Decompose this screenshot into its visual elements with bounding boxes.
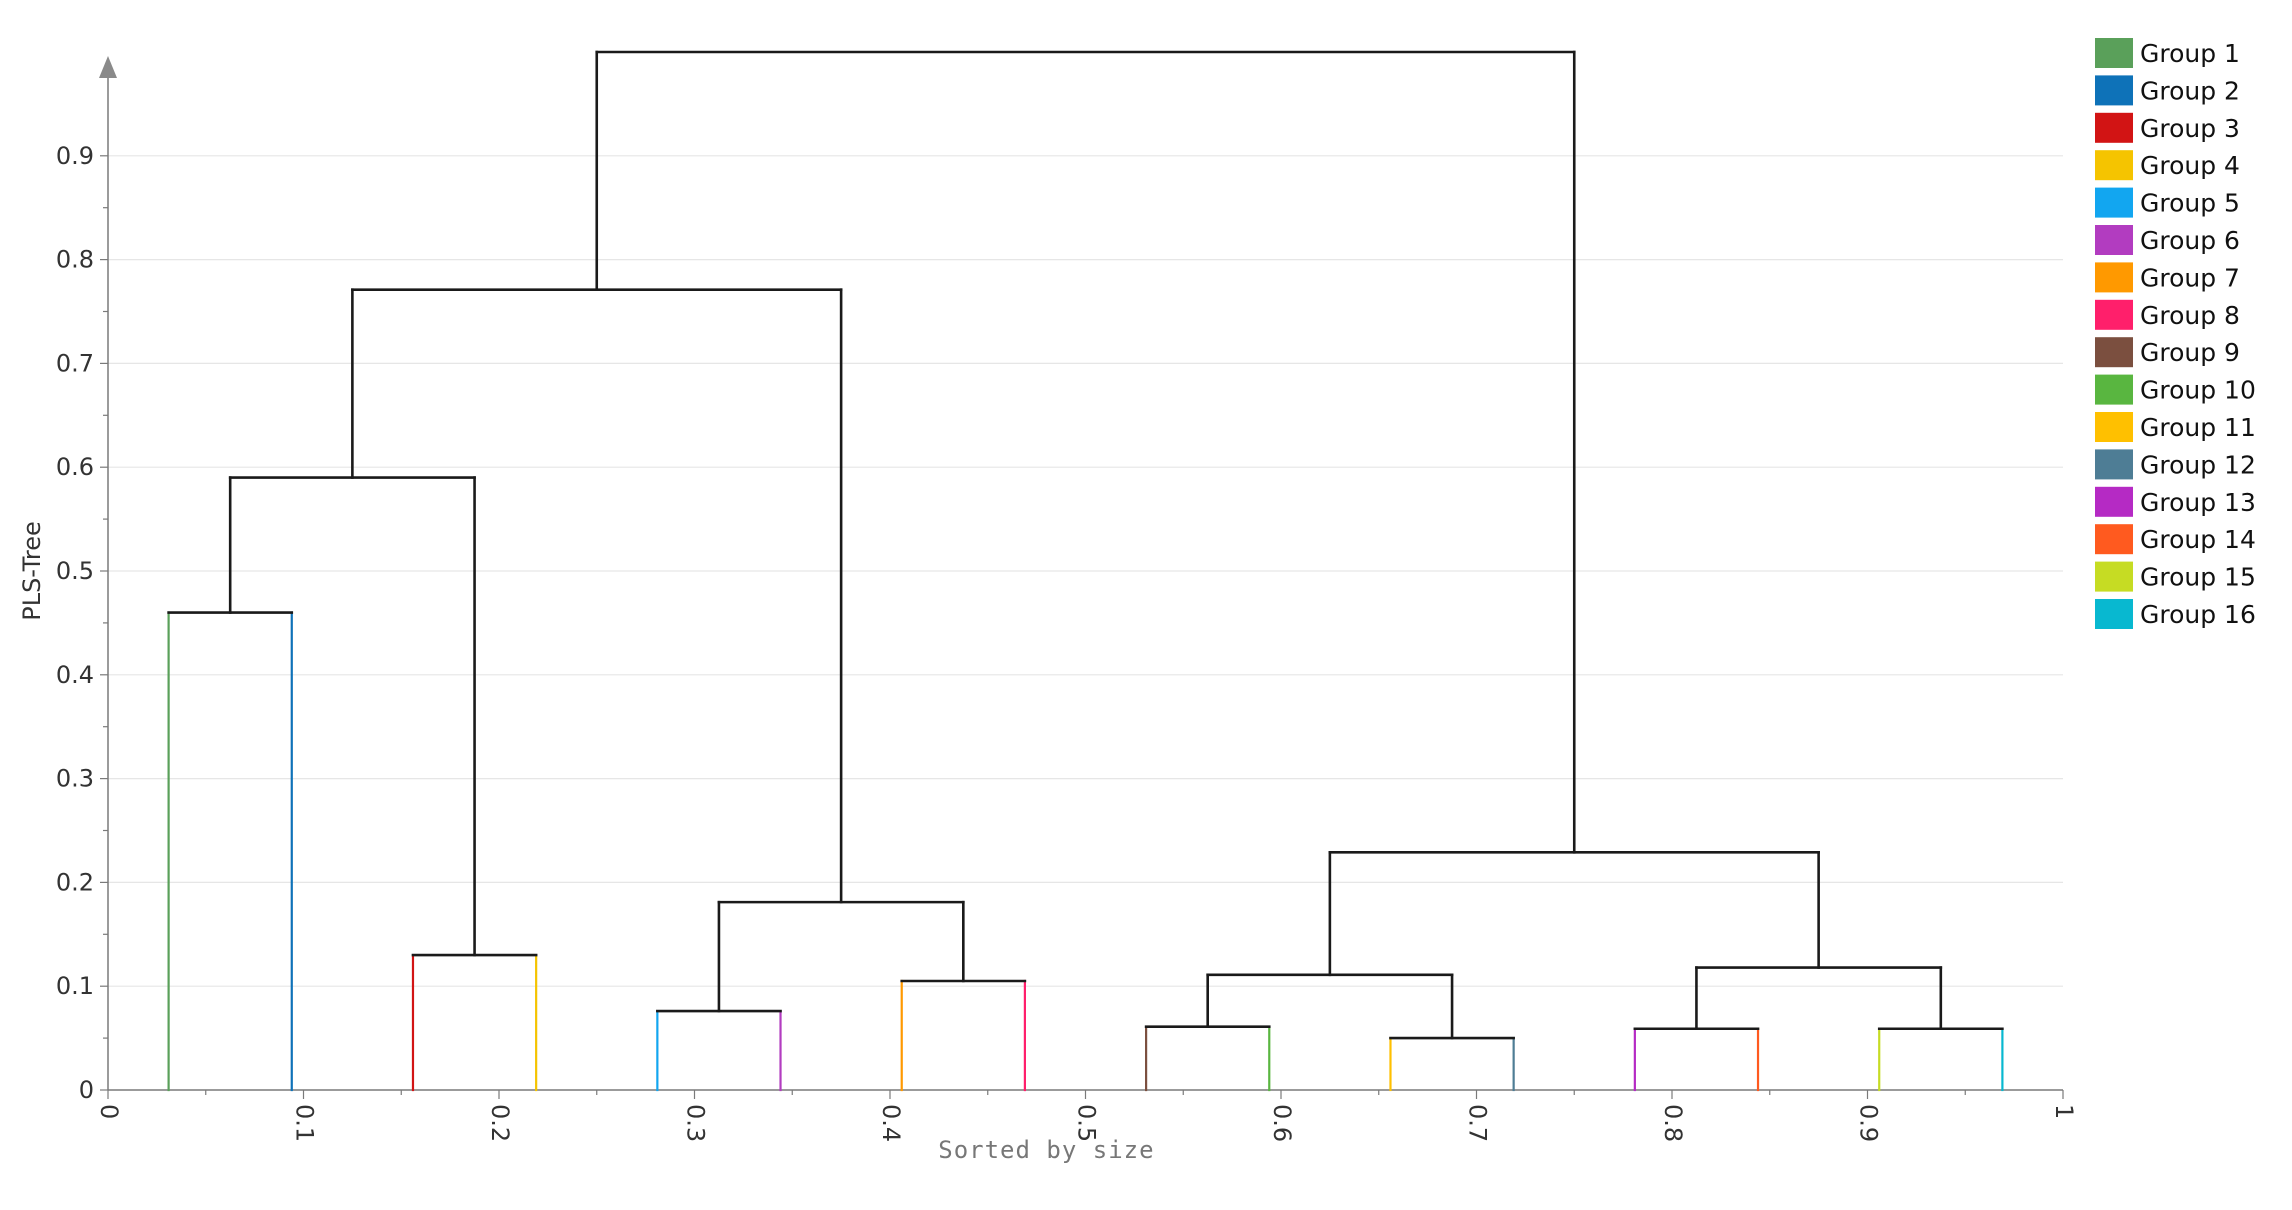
legend-swatch: [2095, 524, 2133, 555]
y-tick-label: 0.1: [56, 972, 94, 1000]
legend-label: Group 5: [2140, 189, 2240, 218]
legend-swatch: [2095, 374, 2133, 405]
legend-label: Group 9: [2140, 338, 2240, 367]
legend-swatch: [2095, 486, 2133, 517]
legend-label: Group 6: [2140, 226, 2240, 255]
x-tick-label: 0.3: [682, 1104, 710, 1142]
y-tick-label: 0.3: [56, 765, 94, 793]
x-tick-label: 1: [2050, 1104, 2078, 1119]
x-tick-label: 0.5: [1073, 1104, 1101, 1142]
legend-swatch: [2095, 561, 2133, 592]
legend-label: Group 3: [2140, 114, 2240, 143]
y-tick-label: 0.9: [56, 142, 94, 170]
legend-label: Group 8: [2140, 301, 2240, 330]
legend-label: Group 12: [2140, 450, 2256, 479]
legend-swatch: [2095, 449, 2133, 480]
legend-swatch: [2095, 150, 2133, 181]
legend-swatch: [2095, 75, 2133, 106]
y-axis-title: PLS-Tree: [18, 521, 46, 621]
legend-swatch: [2095, 112, 2133, 143]
dendrogram-tree: [167, 50, 2004, 1092]
legend-label: Group 10: [2140, 376, 2256, 405]
y-tick-label: 0.6: [56, 453, 94, 481]
y-tick-label: 0.4: [56, 661, 94, 689]
axes: 0 0.1 0.2 0.3 0.4 0.5 0.6 0.7 0.8 0.9 0 0.1 0.2 0.3 0.…: [56, 56, 2078, 1142]
y-tick-label: 0.5: [56, 557, 94, 585]
legend-swatch: [2095, 299, 2133, 330]
x-tick-label: 0.9: [1855, 1104, 1883, 1142]
legend-label: Group 2: [2140, 76, 2240, 105]
legend-label: Group 16: [2140, 600, 2256, 629]
y-tick-label: 0.7: [56, 349, 94, 377]
legend-label: Group 7: [2140, 263, 2240, 292]
x-tick-label: 0.1: [291, 1104, 319, 1142]
legend-swatch: [2095, 262, 2133, 293]
y-tick-label: 0: [79, 1076, 94, 1104]
legend-label: Group 14: [2140, 525, 2256, 554]
legend-swatch: [2095, 337, 2133, 368]
legend-label: Group 4: [2140, 151, 2240, 180]
legend-label: Group 15: [2140, 563, 2256, 592]
legend-label: Group 1: [2140, 39, 2240, 68]
y-tick-label: 0.8: [56, 246, 94, 274]
x-tick-label: 0.8: [1659, 1104, 1687, 1142]
y-tick-label: 0.2: [56, 868, 94, 896]
grid-lines: [108, 155, 2063, 987]
legend-swatch: [2095, 187, 2133, 218]
legend: Group 1 Group 2 Group 3 Group 4 Group 5 Group…: [2095, 38, 2256, 629]
legend-label: Group 11: [2140, 413, 2256, 442]
x-tick-label: 0: [95, 1104, 123, 1119]
x-tick-label: 0.6: [1268, 1104, 1296, 1142]
y-axis-arrow-icon: [99, 56, 117, 78]
legend-swatch: [2095, 412, 2133, 442]
legend-swatch: [2095, 599, 2133, 629]
x-tick-label: 0.2: [486, 1104, 514, 1142]
legend-label: Group 13: [2140, 488, 2256, 517]
legend-swatch: [2095, 38, 2133, 68]
legend-swatch: [2095, 225, 2133, 255]
x-tick-label: 0.7: [1464, 1104, 1492, 1142]
x-axis-title: Sorted by size: [938, 1136, 1154, 1164]
x-tick-label: 0.4: [877, 1104, 905, 1142]
